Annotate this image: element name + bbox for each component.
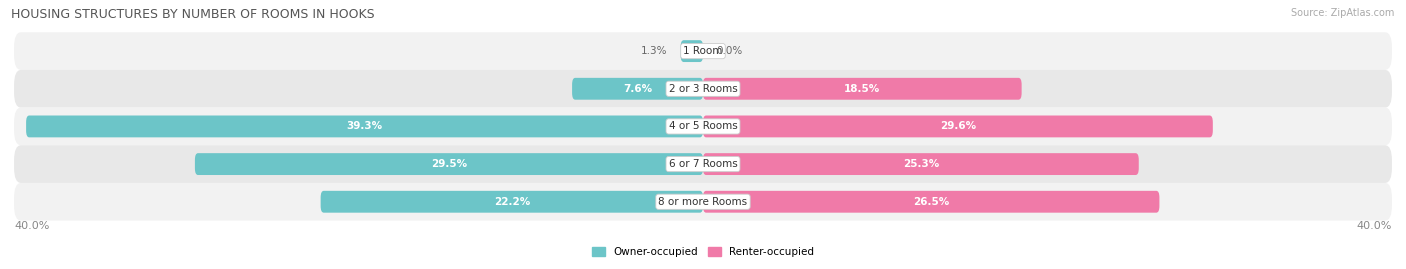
FancyBboxPatch shape: [14, 145, 1392, 183]
Text: 26.5%: 26.5%: [912, 197, 949, 207]
Text: 2 or 3 Rooms: 2 or 3 Rooms: [669, 84, 737, 94]
Text: 29.5%: 29.5%: [430, 159, 467, 169]
Text: 8 or more Rooms: 8 or more Rooms: [658, 197, 748, 207]
FancyBboxPatch shape: [703, 153, 1139, 175]
Text: 1.3%: 1.3%: [640, 46, 666, 56]
Text: 29.6%: 29.6%: [939, 121, 976, 132]
Text: 0.0%: 0.0%: [717, 46, 742, 56]
FancyBboxPatch shape: [703, 191, 1160, 213]
FancyBboxPatch shape: [14, 70, 1392, 108]
FancyBboxPatch shape: [703, 115, 1213, 137]
Text: 18.5%: 18.5%: [844, 84, 880, 94]
Text: 40.0%: 40.0%: [14, 221, 49, 231]
Text: 40.0%: 40.0%: [1357, 221, 1392, 231]
Text: Source: ZipAtlas.com: Source: ZipAtlas.com: [1291, 8, 1395, 18]
FancyBboxPatch shape: [321, 191, 703, 213]
Text: 6 or 7 Rooms: 6 or 7 Rooms: [669, 159, 737, 169]
FancyBboxPatch shape: [14, 32, 1392, 70]
Text: 22.2%: 22.2%: [494, 197, 530, 207]
FancyBboxPatch shape: [572, 78, 703, 100]
Text: 25.3%: 25.3%: [903, 159, 939, 169]
FancyBboxPatch shape: [195, 153, 703, 175]
FancyBboxPatch shape: [681, 40, 703, 62]
FancyBboxPatch shape: [703, 78, 1022, 100]
Text: 1 Room: 1 Room: [683, 46, 723, 56]
Text: 39.3%: 39.3%: [346, 121, 382, 132]
FancyBboxPatch shape: [14, 108, 1392, 145]
Text: 7.6%: 7.6%: [623, 84, 652, 94]
FancyBboxPatch shape: [14, 183, 1392, 221]
Text: HOUSING STRUCTURES BY NUMBER OF ROOMS IN HOOKS: HOUSING STRUCTURES BY NUMBER OF ROOMS IN…: [11, 8, 375, 21]
FancyBboxPatch shape: [27, 115, 703, 137]
Legend: Owner-occupied, Renter-occupied: Owner-occupied, Renter-occupied: [592, 247, 814, 257]
Text: 4 or 5 Rooms: 4 or 5 Rooms: [669, 121, 737, 132]
